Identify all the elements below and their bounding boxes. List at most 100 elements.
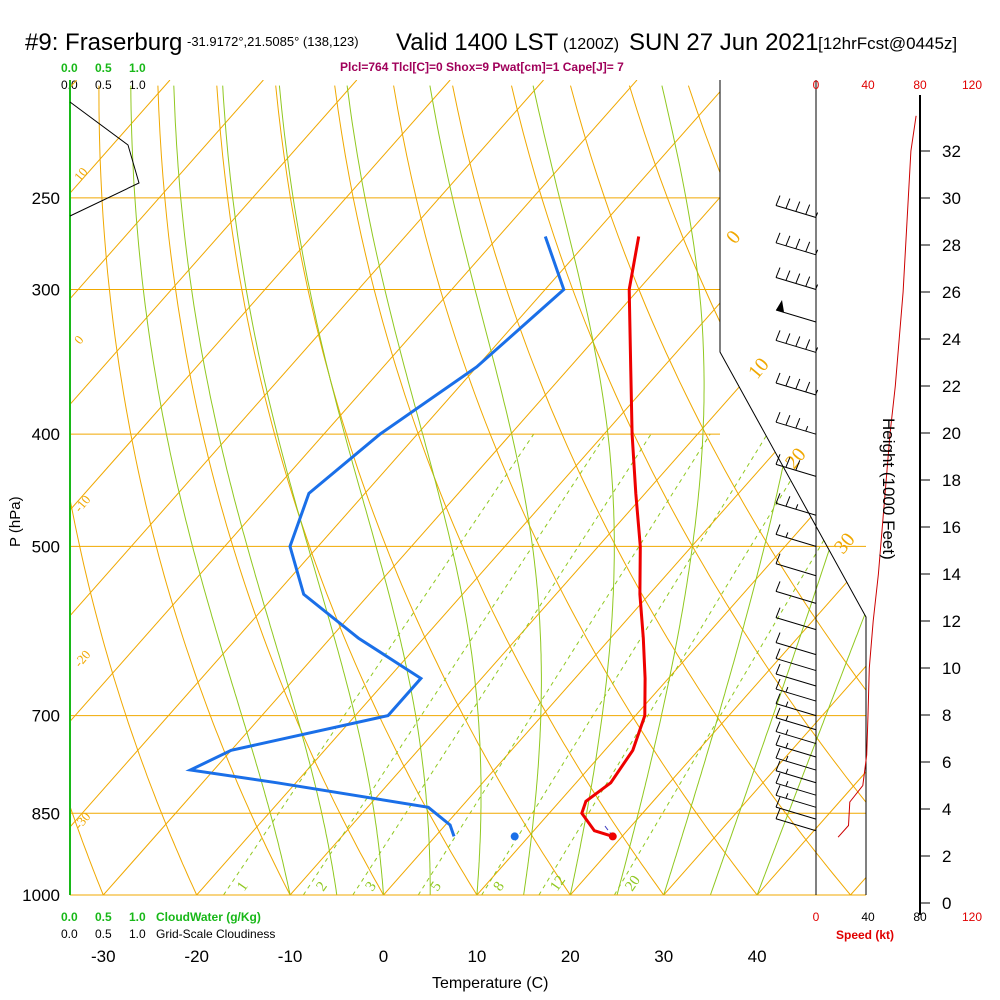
temperature-tick-label: 30: [654, 947, 673, 966]
wind-barb: [775, 785, 817, 808]
mixing-ratio-line: [613, 433, 866, 895]
dry-adiabat-line: [275, 85, 571, 895]
barb-flag: [775, 553, 781, 564]
height-tick-label: 4: [942, 800, 951, 819]
temperature-tick-label: -20: [184, 947, 209, 966]
cloud-scale-top: 0.0 0.5 1.0 0.0 0.5 1.0: [61, 61, 146, 92]
isotherm-line: [70, 80, 264, 895]
barb-flag: [785, 333, 791, 344]
barb-flag: [795, 238, 801, 249]
station-coords: -31.9172°,21.5085° (138,123): [187, 34, 359, 49]
cloud-top-green-2: 1.0: [129, 61, 146, 75]
barb-flag: [785, 270, 791, 281]
barb-flag: [775, 411, 781, 423]
barb-staff: [775, 770, 817, 784]
height-tick-label: 12: [942, 612, 961, 631]
barb-flag: [775, 581, 781, 592]
wind-barb: [775, 632, 817, 656]
wind-barb: [775, 267, 819, 290]
isotherm-label: -20: [71, 647, 94, 670]
barb-flag: [775, 760, 781, 771]
barb-staff: [775, 617, 817, 631]
wind-barb: [775, 747, 817, 771]
mixing-ratio-line: [302, 433, 607, 895]
barb-half: [795, 504, 799, 510]
barb-flag: [775, 372, 781, 384]
isotherm-line: [476, 80, 866, 895]
isotherm-line: [663, 80, 866, 895]
barb-half: [815, 212, 819, 218]
temperature-tick-label: 20: [561, 947, 580, 966]
forecast-info: [12hrFcst@0445z]: [818, 34, 957, 53]
barb-half: [785, 781, 789, 787]
isotherm-label: -30: [71, 809, 94, 832]
moist-adiabat-line: [429, 85, 542, 895]
speed-tick-top: 0: [813, 78, 820, 92]
barb-flag: [775, 454, 781, 465]
cloud-scale-bottom: 0.0 0.5 1.0 CloudWater (g/Kg) 0.0 0.5 1.…: [61, 910, 275, 941]
barb-half: [815, 249, 819, 255]
cloud-top-black-1: 0.5: [95, 78, 112, 92]
moist-adiabat-line: [173, 85, 338, 895]
plot-boundary: [719, 80, 867, 895]
barb-flag: [775, 524, 781, 535]
dewpoint-line: [185, 236, 566, 837]
wind-barb: [775, 232, 819, 256]
mixing-ratio-label: 3: [363, 879, 380, 894]
barb-flag: [805, 204, 811, 215]
height-tick-label: 32: [942, 142, 961, 161]
temperature-tick-label: -10: [278, 947, 303, 966]
moist-adiabat-line: [756, 85, 866, 895]
barb-half: [785, 742, 789, 749]
isotherm-line: [102, 80, 825, 895]
barb-half: [785, 686, 789, 693]
barb-flag: [775, 747, 781, 759]
barb-flag: [775, 267, 781, 278]
speed-tick-bottom: 0: [813, 910, 820, 924]
wind-barb: [775, 454, 817, 477]
isotherm-line: [289, 80, 866, 895]
temperature-axis-title: Temperature (C): [432, 975, 548, 992]
moist-adiabat-line: [346, 85, 482, 895]
speed-axis-title: Speed (kt): [836, 928, 894, 942]
height-tick-label: 24: [942, 330, 961, 349]
barb-flag: [775, 808, 781, 819]
barb-half: [815, 389, 819, 396]
height-tick-label: 28: [942, 236, 961, 255]
barb-flag: [775, 663, 781, 675]
barb-flag: [775, 648, 781, 659]
thermo-background: [70, 80, 866, 895]
barb-flag: [775, 773, 781, 784]
height-tick-label: 0: [942, 894, 951, 913]
barb-flag: [775, 693, 781, 704]
wind-barb: [775, 734, 817, 758]
cloud-bot-green-0: 0.0: [61, 910, 78, 924]
isotherm-label: 0: [71, 332, 87, 347]
barb-half: [815, 284, 819, 290]
wind-speed-profile: [837, 115, 917, 838]
height-axis-title: Height (1000 Feet): [879, 418, 898, 560]
height-tick-label: 8: [942, 706, 951, 725]
height-tick-label: 6: [942, 753, 951, 772]
barb-flag: [775, 195, 781, 206]
mixing-ratio-label: 1: [234, 879, 251, 894]
isotherm-line: [70, 80, 544, 895]
wind-barb: [775, 721, 817, 745]
barb-flag: [795, 273, 801, 284]
barb-flag: [775, 707, 781, 718]
barb-staff: [775, 673, 817, 687]
moist-adiabat-line: [222, 85, 384, 895]
wind-barbs: [775, 195, 819, 832]
height-tick-label: 18: [942, 471, 961, 490]
height-tick-label: 30: [942, 189, 961, 208]
isotherm-label: 20: [781, 444, 811, 473]
isotherm-label: 10: [71, 164, 91, 184]
speed-tick-bottom: 40: [861, 910, 875, 924]
dry-adiabat-line: [393, 85, 758, 895]
barb-flag: [795, 201, 801, 212]
temperature-tick-label: -30: [91, 947, 116, 966]
barb-staff: [775, 744, 817, 758]
barb-half: [785, 532, 789, 538]
